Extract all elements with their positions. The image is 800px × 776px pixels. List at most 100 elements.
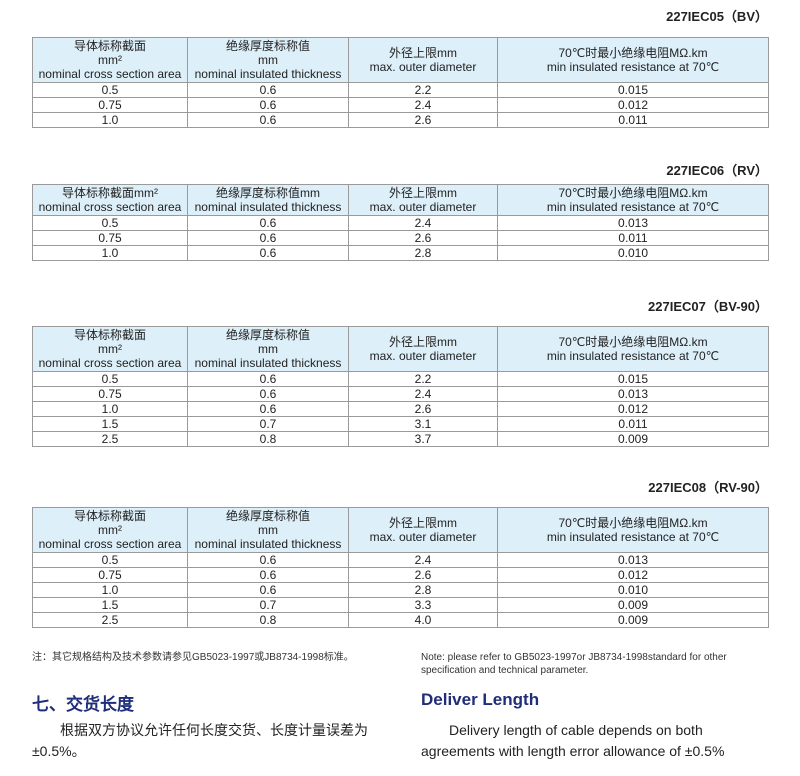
- header-line: mm²: [98, 53, 122, 67]
- header-line: mm²: [98, 523, 122, 537]
- table-cell: 0.013: [497, 215, 769, 231]
- header-line: 导体标称截面mm²: [62, 186, 158, 200]
- header-line: 绝缘厚度标称值mm: [216, 186, 320, 200]
- header-line: mm²: [98, 342, 122, 356]
- column-header: 70℃时最小绝缘电阻MΩ.km min insulated resistance …: [497, 326, 769, 372]
- table-cell: 0.6: [187, 215, 349, 231]
- table-row: 0.75 0.6 2.4 0.012: [32, 97, 769, 113]
- table-cell: 2.4: [348, 97, 498, 113]
- table-title: 227IEC05（BV）: [666, 9, 768, 24]
- table-cell: 0.6: [187, 82, 349, 98]
- table-cell: 0.8: [187, 612, 349, 628]
- table-cell: 2.8: [348, 582, 498, 598]
- table-cell: 1.0: [32, 401, 188, 417]
- column-header: 外径上限mm max. outer diameter: [348, 184, 498, 216]
- table-cell: 1.0: [32, 112, 188, 128]
- table-cell: 0.8: [187, 431, 349, 447]
- table-cell: 2.6: [348, 401, 498, 417]
- table-cell: 0.012: [497, 401, 769, 417]
- table-row: 2.5 0.8 4.0 0.009: [32, 612, 769, 628]
- note-chinese: 注：其它规格结构及技术参数请参见GB5023-1997或JB8734-1998标…: [32, 652, 354, 663]
- table-cell: 0.011: [497, 112, 769, 128]
- header-line: nominal insulated thickness: [194, 200, 342, 214]
- column-header: 70℃时最小绝缘电阻MΩ.km min insulated resistance …: [497, 507, 769, 553]
- column-header: 70℃时最小绝缘电阻MΩ.km min insulated resistance …: [497, 184, 769, 216]
- header-line: 70℃时最小绝缘电阻MΩ.km: [558, 335, 708, 349]
- table-cell: 3.3: [348, 597, 498, 613]
- table-cell: 0.013: [497, 386, 769, 402]
- table-cell: 0.6: [187, 552, 349, 568]
- table-cell: 2.5: [32, 612, 188, 628]
- table-cell: 0.7: [187, 597, 349, 613]
- table-row: 0.5 0.6 2.4 0.013: [32, 215, 769, 231]
- header-line: nominal cross section area: [38, 356, 182, 370]
- header-line: nominal insulated thickness: [194, 67, 342, 81]
- table-row: 0.5 0.6 2.4 0.013: [32, 552, 769, 568]
- table-cell: 0.012: [497, 567, 769, 583]
- header-line: max. outer diameter: [369, 60, 477, 74]
- header-line: 外径上限mm: [389, 516, 457, 530]
- header-line: 70℃时最小绝缘电阻MΩ.km: [558, 516, 708, 530]
- table-cell: 0.013: [497, 552, 769, 568]
- table-cell: 2.6: [348, 230, 498, 246]
- header-line: mm: [258, 523, 278, 537]
- table-cell: 0.6: [187, 245, 349, 261]
- table-cell: 0.009: [497, 612, 769, 628]
- table-cell: 2.2: [348, 371, 498, 387]
- header-line: min insulated resistance at 70℃: [546, 349, 720, 363]
- table-cell: 0.6: [187, 97, 349, 113]
- table-cell: 0.011: [497, 230, 769, 246]
- header-line: 外径上限mm: [389, 46, 457, 60]
- table-cell: 0.6: [187, 401, 349, 417]
- table-row: 1.5 0.7 3.1 0.011: [32, 416, 769, 432]
- table-cell: 4.0: [348, 612, 498, 628]
- table-row: 0.5 0.6 2.2 0.015: [32, 371, 769, 387]
- table-cell: 0.75: [32, 230, 188, 246]
- table-row: 1.0 0.6 2.8 0.010: [32, 582, 769, 598]
- header-line: 绝缘厚度标称值: [225, 509, 310, 523]
- table-cell: 0.6: [187, 230, 349, 246]
- header-line: nominal insulated thickness: [194, 356, 342, 370]
- table-row: 1.0 0.6 2.6 0.011: [32, 112, 769, 128]
- header-line: 外径上限mm: [389, 335, 457, 349]
- table-row: 1.0 0.6 2.8 0.010: [32, 245, 769, 261]
- table-row: 0.75 0.6 2.6 0.012: [32, 567, 769, 583]
- header-line: nominal insulated thickness: [194, 537, 342, 551]
- header-line: 70℃时最小绝缘电阻MΩ.km: [558, 46, 708, 60]
- table-row: 2.5 0.8 3.7 0.009: [32, 431, 769, 447]
- table-cell: 2.5: [32, 431, 188, 447]
- table-cell: 0.6: [187, 371, 349, 387]
- column-header: 外径上限mm max. outer diameter: [348, 326, 498, 372]
- column-header: 外径上限mm max. outer diameter: [348, 507, 498, 553]
- table-cell: 0.011: [497, 416, 769, 432]
- header-line: 70℃时最小绝缘电阻MΩ.km: [558, 186, 708, 200]
- table-cell: 1.0: [32, 582, 188, 598]
- table-cell: 2.4: [348, 386, 498, 402]
- table-cell: 0.012: [497, 97, 769, 113]
- header-line: 绝缘厚度标称值: [225, 39, 310, 53]
- table-cell: 0.75: [32, 386, 188, 402]
- table-row: 0.5 0.6 2.2 0.015: [32, 82, 769, 98]
- body-english: Delivery length of cable depends on both…: [421, 722, 725, 759]
- table-cell: 1.0: [32, 245, 188, 261]
- table-cell: 0.5: [32, 552, 188, 568]
- table-cell: 0.6: [187, 112, 349, 128]
- header-line: max. outer diameter: [369, 200, 477, 214]
- table-cell: 0.015: [497, 82, 769, 98]
- table-cell: 0.75: [32, 97, 188, 113]
- header-line: nominal cross section area: [38, 537, 182, 551]
- table-cell: 0.5: [32, 371, 188, 387]
- column-header: 外径上限mm max. outer diameter: [348, 37, 498, 83]
- table-cell: 0.6: [187, 582, 349, 598]
- header-line: mm: [258, 342, 278, 356]
